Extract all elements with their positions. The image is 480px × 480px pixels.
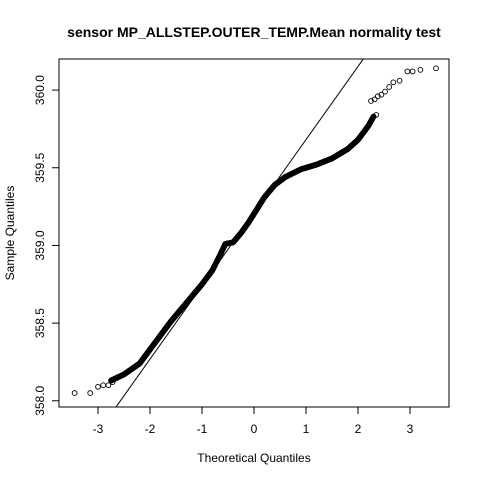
data-point xyxy=(71,390,78,396)
data-point xyxy=(396,77,403,84)
x-tick-label: -1 xyxy=(197,422,208,436)
data-point xyxy=(87,390,94,396)
x-axis-label: Theoretical Quantiles xyxy=(197,451,310,465)
data-point xyxy=(378,91,385,98)
x-tick-label: 3 xyxy=(407,422,414,436)
data-point xyxy=(373,112,380,118)
y-tick-label: 358.0 xyxy=(33,385,47,415)
data-point xyxy=(404,68,411,75)
x-tick-label: 1 xyxy=(303,422,310,436)
data-point xyxy=(371,96,378,103)
data-point xyxy=(390,79,397,86)
data-point xyxy=(374,93,381,100)
x-tick-label: 0 xyxy=(251,422,258,436)
data-point xyxy=(433,65,439,72)
y-tick-label: 358.5 xyxy=(33,308,47,338)
data-point xyxy=(409,68,416,75)
y-tick-label: 359.0 xyxy=(33,230,47,260)
x-axis: -3 -2 -1 0 1 2 3 xyxy=(93,406,414,436)
y-tick-label: 359.5 xyxy=(33,152,47,182)
data-point xyxy=(100,382,107,389)
data-point xyxy=(105,382,112,389)
data-point xyxy=(368,98,374,104)
data-point xyxy=(386,84,393,90)
plot-area xyxy=(71,59,439,407)
y-axis: 358.0 358.5 359.0 359.5 360.0 xyxy=(33,75,60,416)
data-points xyxy=(71,65,439,396)
data-point xyxy=(417,67,424,73)
y-tick-label: 360.0 xyxy=(33,75,47,105)
x-tick-label: -3 xyxy=(93,422,104,436)
y-axis-label: Sample Quantiles xyxy=(3,186,17,281)
chart-title: sensor MP_ALLSTEP.OUTER_TEMP.Mean normal… xyxy=(67,24,441,40)
plot-box xyxy=(58,58,450,408)
x-tick-label: -2 xyxy=(145,422,156,436)
data-point xyxy=(382,88,388,95)
data-point xyxy=(109,379,116,385)
data-point xyxy=(95,383,101,390)
x-tick-label: 2 xyxy=(355,422,362,436)
